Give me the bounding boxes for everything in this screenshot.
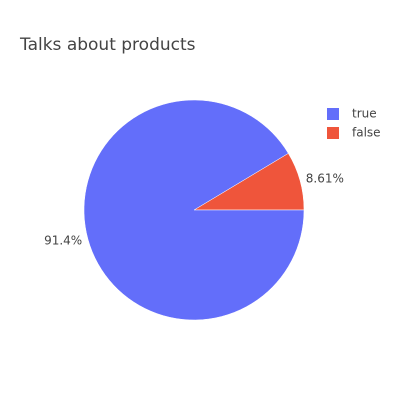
- legend-label[interactable]: true: [352, 107, 377, 121]
- slice-label: 8.61%: [306, 172, 344, 186]
- slice-label: 91.4%: [44, 233, 82, 247]
- legend-label[interactable]: false: [352, 126, 381, 140]
- legend-swatch[interactable]: [327, 108, 339, 120]
- chart-title: Talks about products: [19, 35, 196, 55]
- pie-slice: [83, 99, 305, 321]
- legend-swatch[interactable]: [327, 127, 339, 139]
